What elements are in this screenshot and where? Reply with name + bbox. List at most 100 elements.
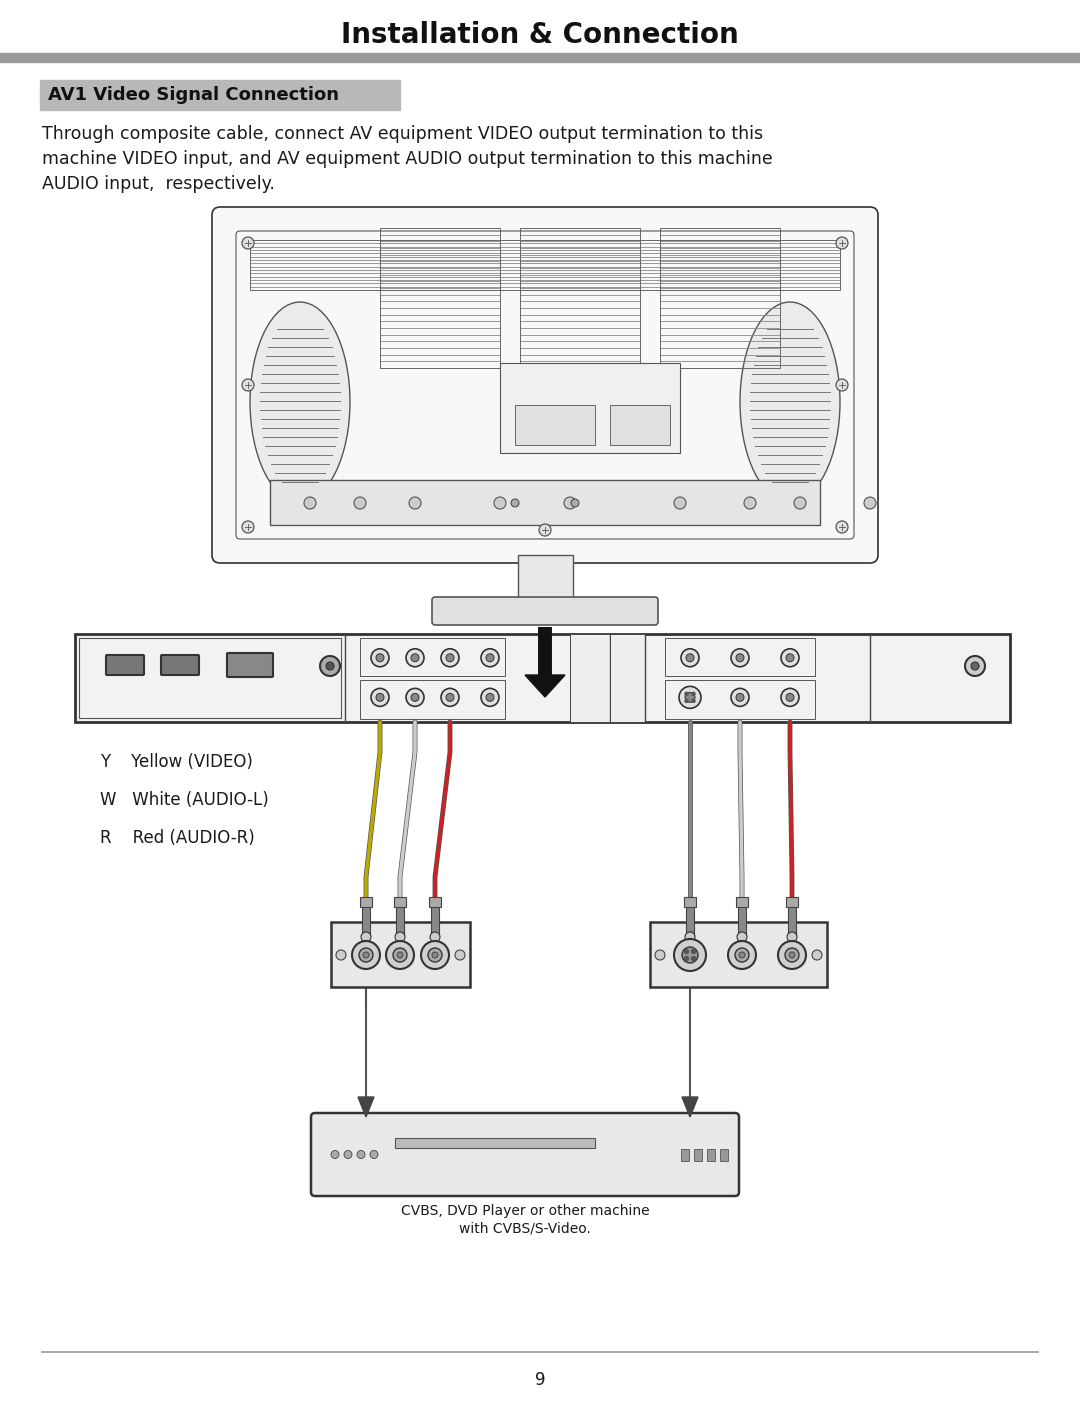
Ellipse shape [249,302,350,503]
Text: Y    Yellow (VIDEO): Y Yellow (VIDEO) [100,753,253,771]
Bar [75,633,1010,721]
Circle shape [781,649,799,667]
Text: AUDIO-R: AUDIO-R [777,710,804,714]
Circle shape [812,950,822,960]
Polygon shape [357,1098,374,1118]
Bar [786,897,798,907]
Polygon shape [681,1098,698,1118]
Circle shape [409,497,421,508]
Circle shape [406,649,424,667]
Bar [270,480,820,525]
Circle shape [486,653,494,662]
Bar [684,897,696,907]
Circle shape [320,656,340,676]
Text: AUDIO-L: AUDIO-L [726,670,755,676]
Bar [694,1149,702,1160]
Bar [394,897,406,907]
Bar [686,902,694,937]
Circle shape [654,950,665,960]
Circle shape [679,686,701,709]
Text: AUDIO-L: AUDIO-L [402,710,428,714]
Text: CVBS, DVD Player or other machine: CVBS, DVD Player or other machine [401,1204,649,1218]
Text: PB/CB: PB/CB [405,670,426,676]
Bar [707,1149,715,1160]
Circle shape [685,693,696,703]
Text: AUDIO-R: AUDIO-R [775,670,805,676]
Circle shape [421,941,449,968]
Text: W   White (AUDIO-L): W White (AUDIO-L) [100,791,269,809]
Circle shape [397,951,403,959]
Circle shape [787,932,797,941]
Circle shape [361,932,372,941]
Text: 9: 9 [535,1370,545,1389]
Text: COMPONENT-IN: COMPONENT-IN [585,645,594,711]
Circle shape [303,497,316,508]
Circle shape [864,497,876,508]
Bar [360,680,505,719]
Bar [249,240,840,290]
FancyBboxPatch shape [106,655,144,674]
Bar [660,229,780,368]
Text: PC
AUDIO: PC AUDIO [316,693,343,711]
Circle shape [359,949,373,961]
Text: Installation & Connection: Installation & Connection [341,21,739,50]
Text: AUDIO-L: AUDIO-L [475,670,504,676]
Circle shape [971,662,978,670]
Circle shape [486,693,494,701]
Bar [429,897,441,907]
Circle shape [411,653,419,662]
Circle shape [330,1150,339,1159]
Bar [665,638,815,676]
Circle shape [395,932,405,941]
Circle shape [681,649,699,667]
Text: AUDIO-R: AUDIO-R [436,710,463,714]
Bar [360,638,505,676]
Circle shape [481,649,499,667]
Bar [519,229,640,368]
Circle shape [731,649,750,667]
Bar [395,1139,595,1149]
Bar [788,902,796,937]
Circle shape [393,949,407,961]
Circle shape [785,949,799,961]
Circle shape [571,498,579,507]
Circle shape [681,947,698,963]
Circle shape [686,653,694,662]
Circle shape [836,521,848,532]
Circle shape [481,689,499,706]
Bar [738,902,746,937]
Text: Through composite cable, connect AV equipment VIDEO output termination to this: Through composite cable, connect AV equi… [42,125,764,143]
Circle shape [691,957,696,960]
Text: AUDIO-L: AUDIO-L [727,710,753,714]
Text: HDMI-2: HDMI-2 [163,703,198,711]
Text: S-VIDEO-1: S-VIDEO-1 [674,710,706,714]
Circle shape [692,693,696,696]
Text: VIDEO-1: VIDEO-1 [367,710,393,714]
Bar [515,405,595,444]
Circle shape [372,689,389,706]
Circle shape [674,939,706,971]
Circle shape [336,950,346,960]
Bar [380,229,500,368]
Bar [665,680,815,719]
Text: AUDIO-R: AUDIO-R [476,710,503,714]
Circle shape [406,689,424,706]
Text: with CVBS/S-Video.: with CVBS/S-Video. [459,1223,591,1235]
Circle shape [789,951,795,959]
FancyBboxPatch shape [432,596,658,625]
Bar [720,1149,728,1160]
FancyBboxPatch shape [161,655,199,674]
Circle shape [363,951,369,959]
Text: AV OUT: AV OUT [622,662,632,694]
Circle shape [352,941,380,968]
Circle shape [494,497,507,508]
Text: machine VIDEO input, and AV equipment AUDIO output termination to this machine: machine VIDEO input, and AV equipment AU… [42,151,773,168]
Circle shape [685,932,696,941]
Circle shape [432,951,438,959]
FancyBboxPatch shape [227,653,273,677]
Text: R    Red (AUDIO-R): R Red (AUDIO-R) [100,829,255,846]
Bar [518,555,573,601]
Circle shape [836,237,848,248]
Circle shape [446,653,454,662]
Bar [362,902,370,937]
